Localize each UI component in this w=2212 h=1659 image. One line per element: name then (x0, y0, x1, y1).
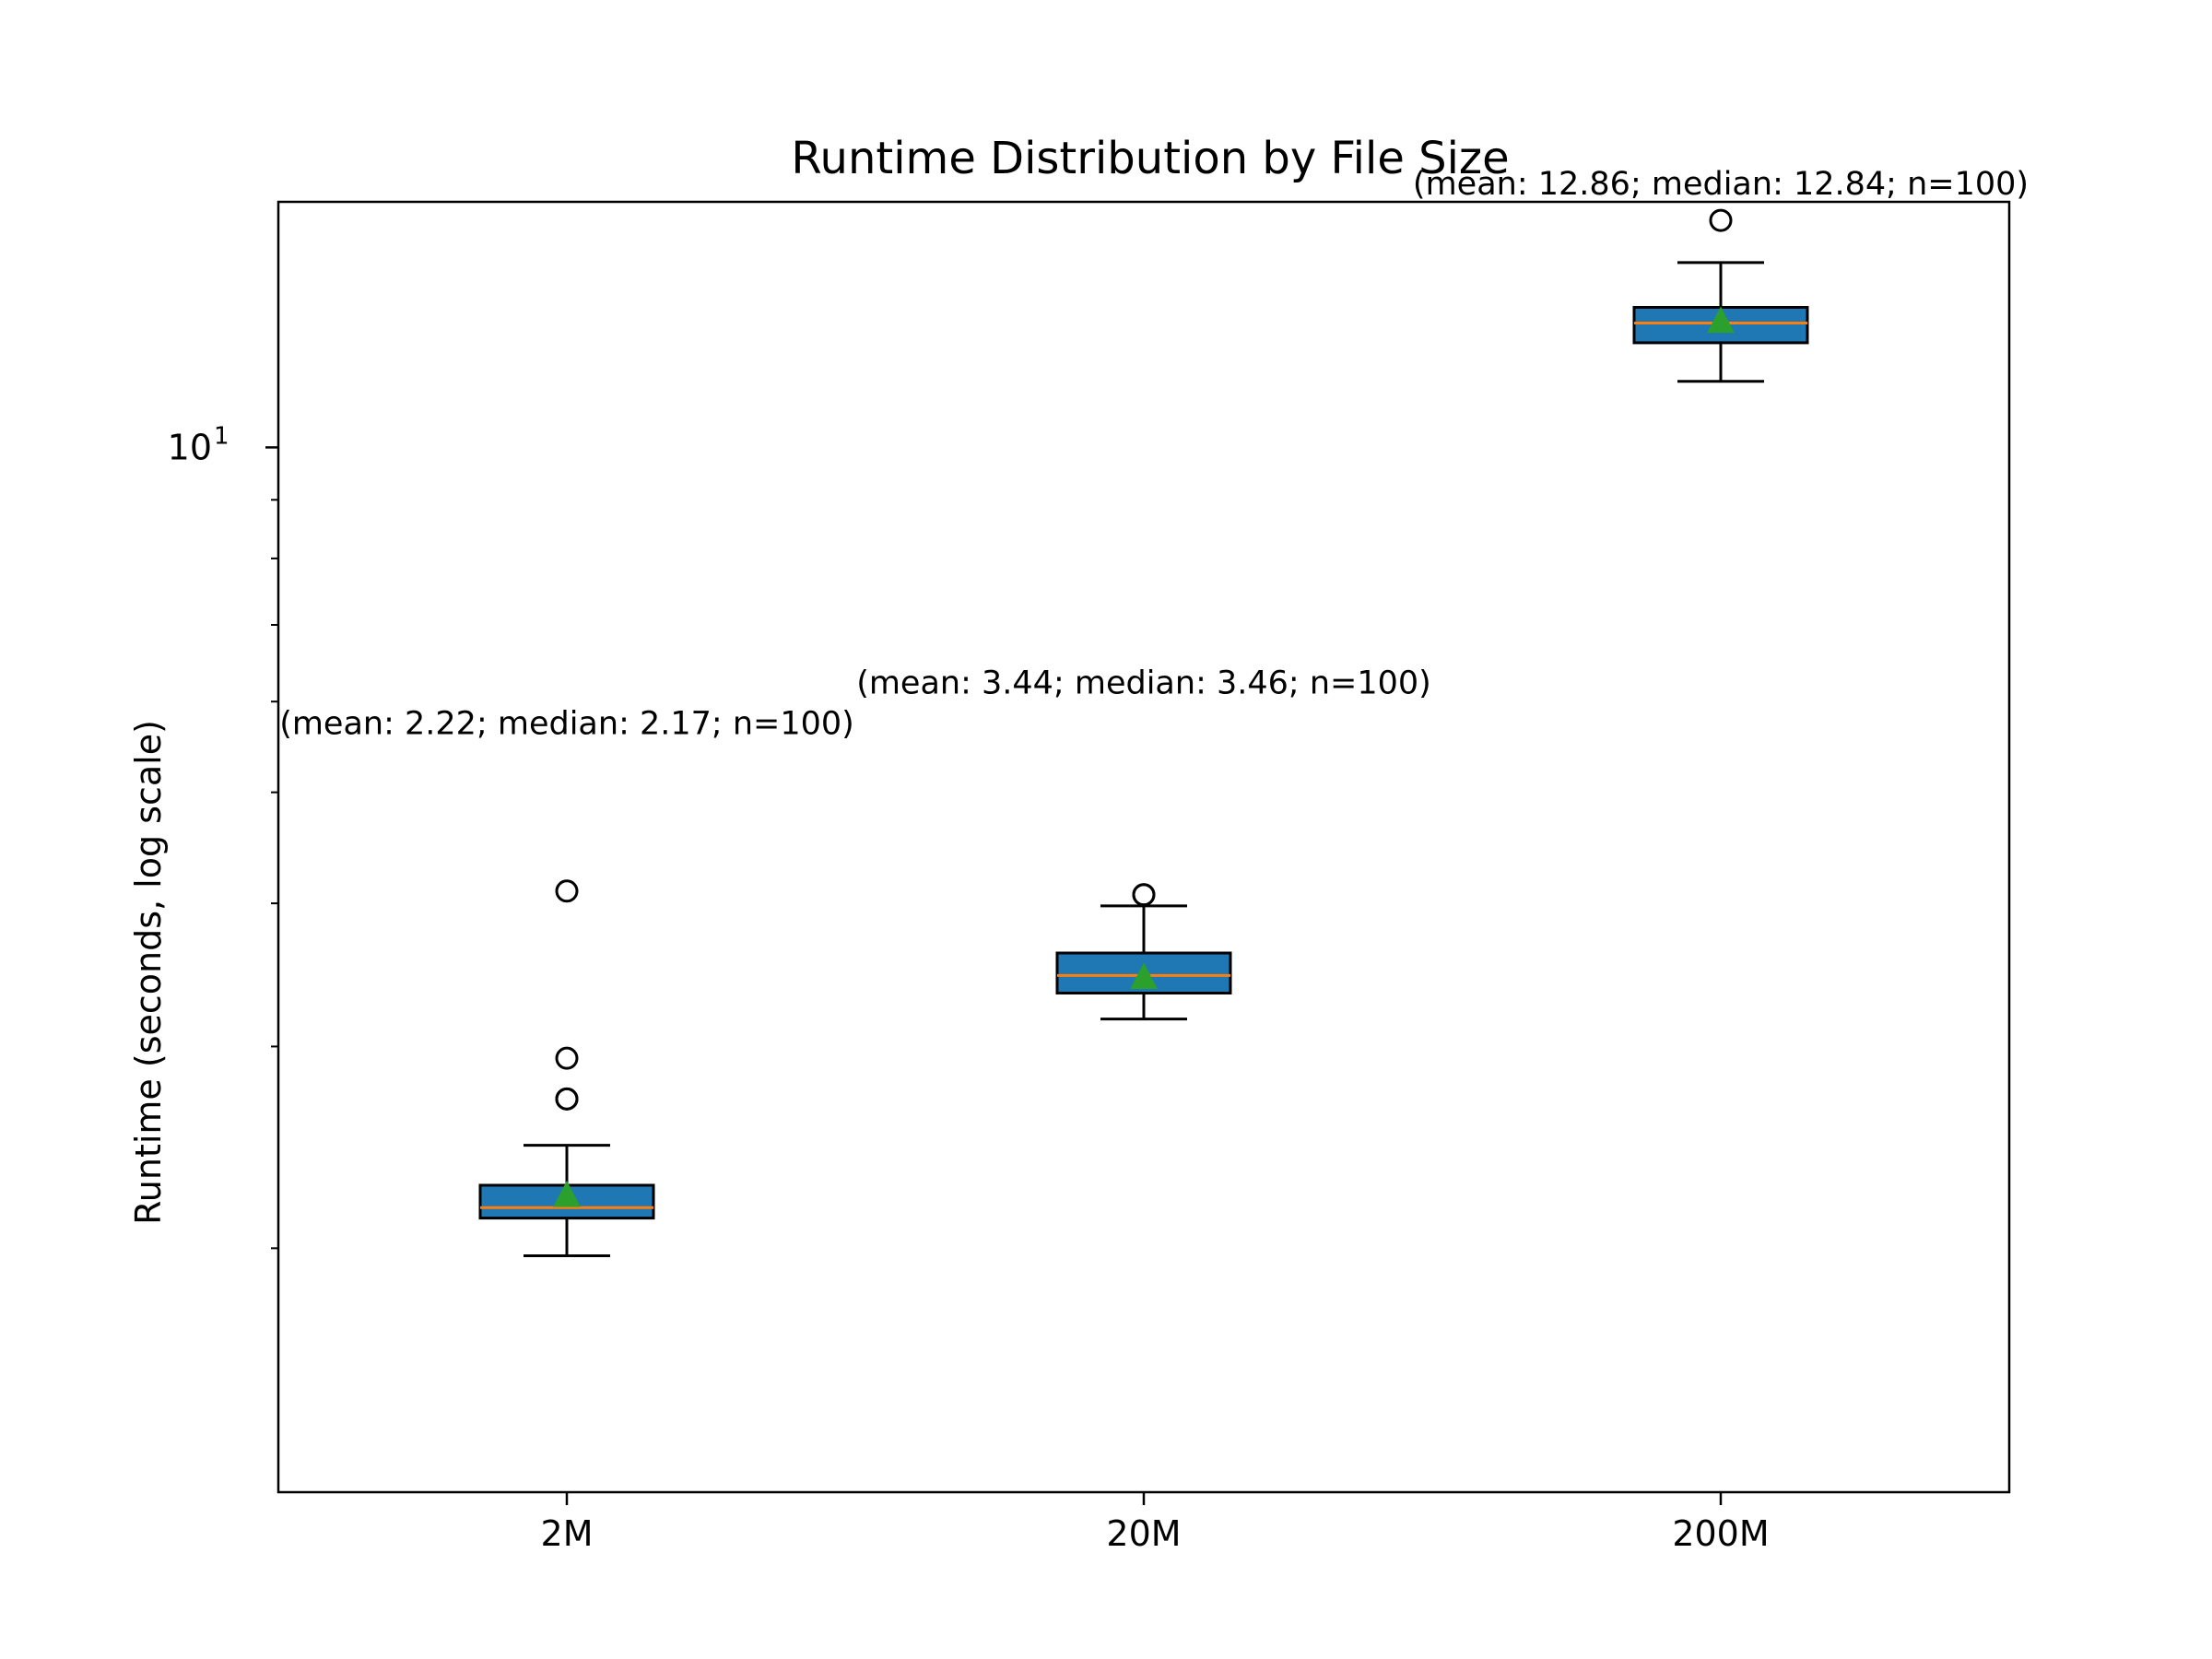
box-2M: (mean: 2.22; median: 2.17; n=100) (279, 706, 854, 1258)
box-200M: (mean: 12.86; median: 12.84; n=100) (1413, 166, 2029, 383)
x-tick-label: 200M (1672, 1513, 1769, 1554)
box-annotation: (mean: 12.86; median: 12.84; n=100) (1413, 166, 2029, 203)
box-20M: (mean: 3.44; median: 3.46; n=100) (856, 665, 1431, 1021)
outlier-point (555, 1087, 579, 1111)
x-tick-label: 20M (1106, 1513, 1181, 1554)
box-annotation: (mean: 2.22; median: 2.17; n=100) (279, 706, 854, 743)
y-tick-label-exponent: 1 (214, 422, 229, 450)
chart-title: Runtime Distribution by File Size (791, 133, 1509, 184)
y-tick-label: 10 (168, 427, 212, 467)
outlier-point (1709, 208, 1733, 232)
box-annotation: (mean: 3.44; median: 3.46; n=100) (856, 665, 1431, 701)
outlier-point (555, 1046, 579, 1070)
mean-marker (1707, 306, 1735, 334)
y-axis-label: Runtime (seconds, log scale) (128, 720, 169, 1225)
outlier-point (555, 879, 579, 903)
x-tick-label: 2M (541, 1513, 594, 1554)
mean-marker (553, 1180, 581, 1207)
plot-area: (mean: 2.22; median: 2.17; n=100)(mean: … (279, 166, 2029, 1258)
outlier-point (1132, 883, 1156, 907)
mean-marker (1130, 962, 1158, 990)
